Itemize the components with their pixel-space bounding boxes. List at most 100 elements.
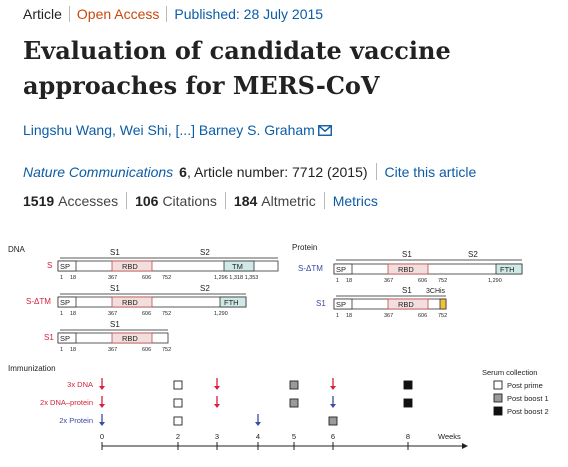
construct-label-s1: S1 [44,333,54,342]
pos-18: 18 [70,311,76,317]
domain-label-s2: S2 [200,248,210,257]
serum-legend-heading: Serum collection [482,368,537,377]
pos-752: 752 [162,311,171,317]
pos-752: 752 [438,278,447,284]
protein-injection-arrow [99,414,105,426]
metrics-divider [126,192,128,209]
published-date[interactable]: Published: 28 July 2015 [174,6,324,22]
pos-367: 367 [384,313,393,319]
pos-367: 367 [384,278,393,284]
pos-752: 752 [438,313,447,319]
pos-18: 18 [346,278,352,284]
pos-1290: 1,290 [488,278,502,284]
altmetric-label: Altmetric [261,192,316,209]
construct-label-s-dtm: S-ΔTM [298,264,323,273]
sp-domain [333,298,353,310]
article-meta: Article Open Access Published: 28 July 2… [23,6,323,22]
email-icon[interactable] [317,124,332,136]
rbd-label: RBD [398,265,414,274]
domain-label-s1: S1 [110,248,120,257]
article-number: , Article number: 7712 (2015) [186,163,368,180]
legend-swatch-post-boost-1 [493,393,503,403]
sp-label: SP [60,262,70,271]
rbd-domain [387,298,429,310]
citations-label: Citations [162,192,217,209]
sp-domain [57,296,77,308]
sp-label: SP [60,298,70,307]
pos-18: 18 [346,313,352,319]
fth-domain [219,296,247,308]
group-label-3x-dna: 3x DNA [67,380,93,389]
sp-label: SP [336,265,346,274]
citations-count: 106 [135,192,159,209]
pos-1: 1 [60,311,63,317]
domain-label-s1: S1 [110,320,120,329]
pos-1: 1 [60,275,63,281]
pos-367: 367 [108,311,117,317]
cite-this-article-link[interactable]: Cite this article [384,163,477,180]
timeline-tick-label: 5 [292,432,296,441]
sp-label: SP [60,334,70,343]
accesses-count: 1519 [23,192,55,209]
domain-label-s1: S1 [402,286,412,295]
dna-injection-arrow [99,378,105,390]
dna-injection-arrow [330,378,336,390]
meta-divider [166,6,168,22]
timeline-tick-label: 3 [215,432,219,441]
group-label-2x-protein: 2x Protein [59,416,93,425]
protein-injection-arrow [330,396,336,408]
pos-18: 18 [70,275,76,281]
his-tag-label: 3CHis [426,288,446,295]
pos-1: 1 [336,278,339,284]
timeline-tick-label: 0 [100,432,104,441]
serum-post-boost-2 [403,380,413,390]
pos-1290: 1,290 [214,311,228,317]
journal-name[interactable]: Nature Communications [23,163,174,180]
citation-line: Nature Communications 6 , Article number… [23,163,476,180]
dna-heading: DNA [8,245,26,254]
serum-post-prime [173,416,183,426]
pos-367: 367 [108,275,117,281]
rbd-label: RBD [398,300,414,309]
serum-post-prime [173,380,183,390]
author-list[interactable]: Lingshu Wang, Wei Shi, [...] Barney S. G… [23,122,332,138]
pos-1: 1 [336,313,339,319]
rbd-label: RBD [122,298,138,307]
construct-label-s: S [47,261,52,270]
sp-domain [333,263,353,275]
pos-1: 1 [60,347,63,353]
open-access-badge[interactable]: Open Access [76,6,160,22]
timeline-ticks [101,442,409,450]
protein-heading: Protein [292,243,317,252]
figure-1-preview[interactable]: DNA S1 S2 S SP RBD TM 1 18 367 606 752 1… [0,240,568,467]
rbd-domain [387,263,429,275]
metrics-divider [323,192,325,209]
domain-label-s2: S2 [468,250,478,259]
legend-label-post-prime: Post prime [507,381,543,390]
pos-tm-range: 1,296 1,318 1,353 [214,275,258,281]
sp-domain [57,332,77,344]
domain-label-s1: S1 [402,250,412,259]
legend-label-post-boost-1: Post boost 1 [507,394,549,403]
domain-label-s1: S1 [110,284,120,293]
pos-752: 752 [162,347,171,353]
sp-domain [57,260,77,272]
pos-752: 752 [162,275,171,281]
dna-injection-arrow [99,396,105,408]
group-label-2x-dna-protein: 2x DNA–protein [40,398,93,407]
protein-injection-arrow [255,414,261,426]
dna-injection-arrow [214,396,220,408]
author-names[interactable]: Lingshu Wang, Wei Shi, [...] Barney S. G… [23,122,315,138]
metrics-link[interactable]: Metrics [332,192,378,209]
fth-label: FTH [224,298,239,307]
tm-domain [223,260,255,272]
timeline-tick-label: 6 [331,432,335,441]
construct-label-s1: S1 [316,299,326,308]
timeline-tick-label: 2 [176,432,180,441]
article-title: Evaluation of candidate vaccine approach… [23,36,451,100]
tm-label: TM [232,262,243,271]
immunization-heading: Immunization [8,364,56,373]
timeline-tick-label: 4 [256,432,260,441]
fth-label: FTH [500,265,515,274]
serum-post-boost-1 [289,398,299,408]
